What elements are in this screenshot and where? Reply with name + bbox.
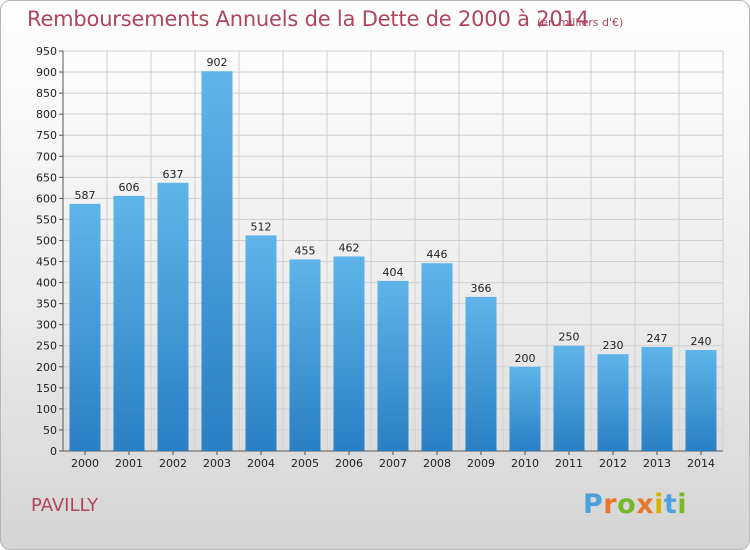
x-tick-label: 2008 <box>423 457 451 470</box>
x-tick-label: 2003 <box>203 457 231 470</box>
x-tick-label: 2005 <box>291 457 319 470</box>
logo-letter: x <box>636 489 655 520</box>
y-tick-label: 800 <box>36 108 57 121</box>
y-tick-label: 950 <box>36 45 57 58</box>
x-tick-label: 2012 <box>599 457 627 470</box>
data-label: 512 <box>251 220 272 233</box>
bar <box>509 366 541 451</box>
y-tick-label: 450 <box>36 256 57 269</box>
bars <box>69 71 717 452</box>
y-tick-label: 500 <box>36 234 57 247</box>
y-tick-label: 550 <box>36 213 57 226</box>
bar <box>289 259 321 451</box>
logo-letter: t <box>663 489 678 520</box>
x-tick-label: 2013 <box>643 457 671 470</box>
y-tick-label: 250 <box>36 340 57 353</box>
logo-letter: r <box>603 489 618 520</box>
bar <box>69 203 101 451</box>
y-tick-label: 600 <box>36 192 57 205</box>
data-label: 455 <box>295 244 316 257</box>
data-label: 200 <box>515 352 536 365</box>
bar <box>333 256 365 451</box>
x-tick-label: 2002 <box>159 457 187 470</box>
bar <box>641 347 673 451</box>
bar <box>245 235 277 451</box>
y-tick-label: 750 <box>36 129 57 142</box>
chart-subtitle: (en milliers d'€) <box>537 16 624 29</box>
bar <box>113 195 145 451</box>
x-tick-label: 2006 <box>335 457 363 470</box>
data-label: 404 <box>383 266 404 279</box>
x-tick-label: 2009 <box>467 457 495 470</box>
y-tick-label: 900 <box>36 66 57 79</box>
y-tick-label: 100 <box>36 403 57 416</box>
logo-letter: i <box>677 489 688 520</box>
data-label: 240 <box>691 335 712 348</box>
x-tick-label: 2004 <box>247 457 275 470</box>
y-tick-label: 300 <box>36 319 57 332</box>
y-tick-label: 350 <box>36 298 57 311</box>
bar <box>597 354 629 451</box>
y-tick-label: 700 <box>36 150 57 163</box>
chart-title: Remboursements Annuels de la Dette de 20… <box>27 7 589 31</box>
data-label: 637 <box>163 168 184 181</box>
bar <box>685 349 717 451</box>
data-label: 462 <box>339 241 360 254</box>
y-tick-label: 650 <box>36 171 57 184</box>
data-label: 366 <box>471 282 492 295</box>
x-tick-label: 2011 <box>555 457 583 470</box>
bar <box>377 280 409 451</box>
x-tick-label: 2007 <box>379 457 407 470</box>
logo-letter: i <box>654 489 664 520</box>
commune-name: PAVILLY <box>31 495 99 516</box>
x-tick-label: 2010 <box>511 457 539 470</box>
y-tick-label: 50 <box>43 424 57 437</box>
bar <box>157 182 189 451</box>
data-label: 606 <box>119 181 140 194</box>
y-tick-label: 400 <box>36 277 57 290</box>
bar <box>553 345 585 451</box>
y-tick-label: 0 <box>50 445 57 458</box>
x-tick-label: 2014 <box>687 457 715 470</box>
x-tick-label: 2000 <box>71 457 99 470</box>
bar <box>465 296 497 451</box>
bar <box>201 71 233 452</box>
y-tick-label: 850 <box>36 87 57 100</box>
labels: 0 50 100 150 200 250 300 350 400 450 500 550 600 650 7… <box>36 45 715 470</box>
proxiti-logo[interactable]: Proxiti <box>583 489 687 520</box>
y-tick-label: 150 <box>36 382 57 395</box>
data-label: 247 <box>647 332 668 345</box>
logo-letter: o <box>617 489 637 520</box>
data-label: 587 <box>75 189 96 202</box>
data-label: 230 <box>603 339 624 352</box>
logo-letter: P <box>583 489 604 520</box>
data-label: 250 <box>559 331 580 344</box>
data-label: 902 <box>207 56 228 69</box>
y-tick-label: 200 <box>36 361 57 374</box>
bar <box>421 263 453 451</box>
x-tick-label: 2001 <box>115 457 143 470</box>
data-label: 446 <box>427 248 448 261</box>
